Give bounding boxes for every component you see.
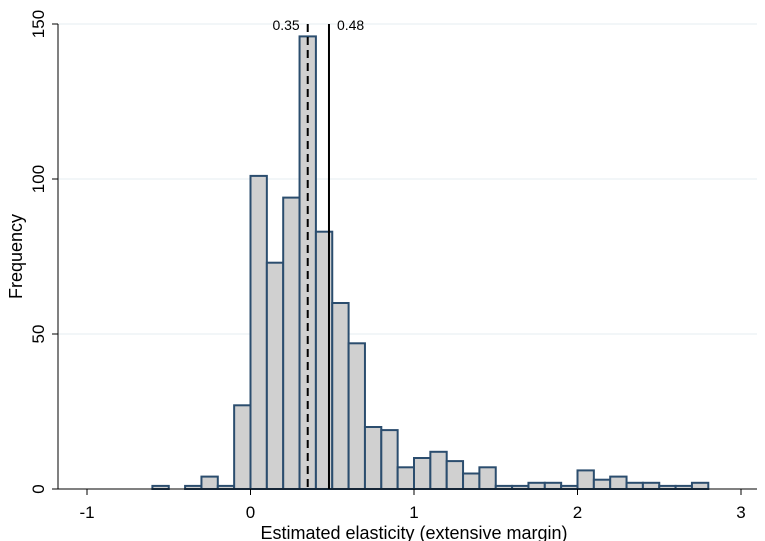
y-axis-title: Frequency	[6, 214, 26, 299]
y-tick-label: 100	[29, 165, 48, 193]
histogram-bar	[282, 196, 301, 490]
histogram-bar	[249, 174, 268, 490]
histogram-bar	[363, 426, 383, 490]
histogram-bar	[609, 475, 628, 491]
x-tick-label: 0	[246, 503, 255, 522]
histogram-bar	[265, 261, 285, 491]
x-tick-label: 2	[573, 503, 582, 522]
histogram-bar	[380, 429, 399, 491]
x-axis-title: Estimated elasticity (extensive margin)	[260, 523, 567, 541]
grid-lines	[58, 23, 757, 335]
histogram-bar	[592, 478, 612, 491]
reference-line-label: 0.35	[272, 17, 299, 33]
reference-line-label: 0.48	[337, 17, 364, 33]
histogram-bar	[396, 466, 415, 490]
histogram-bar	[576, 469, 595, 490]
histogram-bar	[690, 481, 710, 490]
axes	[57, 24, 757, 490]
histogram-bar	[331, 302, 350, 490]
x-tick-label: -1	[79, 503, 94, 522]
reference-lines: 0.35 0.48	[272, 17, 364, 489]
y-tick-label: 0	[29, 484, 48, 493]
histogram-bars	[151, 35, 710, 491]
histogram-bar	[641, 481, 661, 490]
histogram-bar	[233, 404, 252, 490]
x-tick-label: 1	[409, 503, 418, 522]
histogram-bar	[429, 450, 448, 490]
histogram-bar	[413, 457, 432, 490]
histogram-bar	[543, 481, 563, 490]
histogram-bar	[347, 342, 366, 490]
histogram-bar	[478, 466, 497, 490]
y-tick-label: 150	[29, 10, 48, 38]
y-tick-label: 50	[29, 325, 48, 344]
histogram-bar	[445, 460, 465, 491]
x-tick-label: 3	[736, 503, 745, 522]
histogram-bar	[625, 481, 644, 490]
histogram-bar	[200, 475, 219, 491]
histogram-bar	[462, 472, 481, 490]
histogram-bar	[527, 481, 546, 490]
axis-ticks: -1 0 1 2 3 0 50 100 150	[29, 10, 746, 522]
